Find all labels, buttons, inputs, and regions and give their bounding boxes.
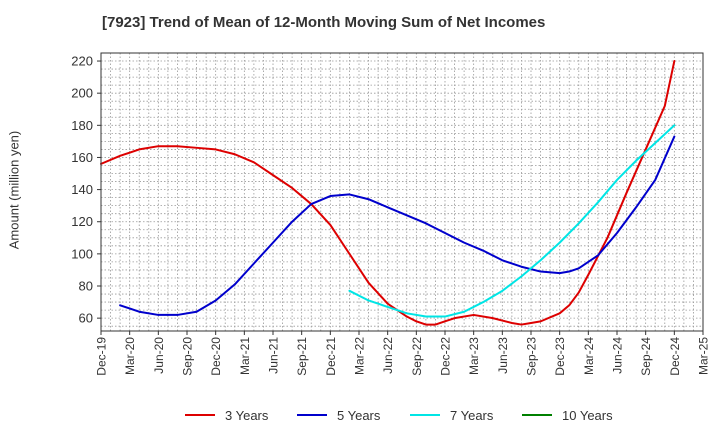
x-tick-label: Mar-21 — [238, 337, 252, 375]
legend: 3 Years 5 Years 7 Years 10 Years — [0, 404, 720, 426]
legend-label-10-years: 10 Years — [562, 407, 613, 423]
legend-item-7-years: 7 Years — [410, 404, 493, 426]
x-tick-label: Dec-22 — [439, 337, 453, 376]
legend-item-5-years: 5 Years — [297, 404, 380, 426]
legend-label-7-years: 7 Years — [450, 407, 494, 423]
x-tick-label: Mar-22 — [353, 337, 367, 375]
legend-swatch-7-years — [410, 414, 440, 416]
series-lines — [100, 60, 676, 326]
legend-swatch-5-years — [297, 414, 327, 416]
x-tick-label: Jun-20 — [152, 337, 166, 374]
x-tick-label: Dec-21 — [324, 337, 338, 376]
x-tick-label: Mar-25 — [697, 337, 711, 375]
plot-frame — [100, 52, 704, 332]
y-tick-label: 180 — [71, 118, 93, 133]
series-line-5-years — [119, 135, 676, 316]
y-tick-label: 80 — [79, 279, 93, 294]
x-tick-labels: Dec-19 Mar-20 Jun-20 Sep-20 Dec-20 Mar-21 Jun-… — [95, 331, 711, 376]
y-tick-label: 60 — [79, 311, 93, 326]
y-tick-label: 100 — [71, 246, 93, 261]
y-tick-label: 140 — [71, 182, 93, 197]
x-tick-label: Sep-23 — [525, 337, 539, 376]
x-tick-label: Sep-22 — [410, 337, 424, 376]
x-tick-label: Mar-24 — [582, 337, 596, 375]
x-tick-label: Jun-21 — [267, 337, 281, 374]
legend-swatch-3-years — [185, 414, 215, 416]
x-tick-label: Jun-24 — [611, 337, 625, 374]
y-tick-labels: 60 80 100 120 140 160 180 200 220 — [71, 54, 101, 326]
legend-label-3-years: 3 Years — [225, 407, 269, 423]
legend-item-10-years: 10 Years — [522, 404, 613, 426]
y-tick-label: 220 — [71, 54, 93, 69]
x-tick-label: Dec-20 — [209, 337, 223, 376]
y-tick-label: 120 — [71, 214, 93, 229]
x-tick-label: Sep-24 — [639, 337, 653, 376]
x-tick-label: Sep-21 — [295, 337, 309, 376]
x-tick-label: Jun-22 — [381, 337, 395, 374]
series-line-3-years — [100, 60, 676, 326]
legend-label-5-years: 5 Years — [337, 407, 381, 423]
series-line-7-years — [348, 124, 676, 318]
y-tick-label: 160 — [71, 150, 93, 165]
grid-lines — [101, 53, 703, 331]
legend-item-3-years: 3 Years — [185, 404, 268, 426]
y-tick-label: 200 — [71, 86, 93, 101]
x-tick-label: Dec-23 — [553, 337, 567, 376]
legend-swatch-10-years — [522, 414, 552, 416]
chart-title: [7923] Trend of Mean of 12-Month Moving … — [102, 14, 546, 31]
x-tick-label: Mar-23 — [467, 337, 481, 375]
x-tick-label: Dec-24 — [668, 337, 682, 376]
x-tick-label: Mar-20 — [123, 337, 137, 375]
x-tick-label: Jun-23 — [496, 337, 510, 374]
x-tick-label: Sep-20 — [181, 337, 195, 376]
x-tick-label: Dec-19 — [95, 337, 109, 376]
